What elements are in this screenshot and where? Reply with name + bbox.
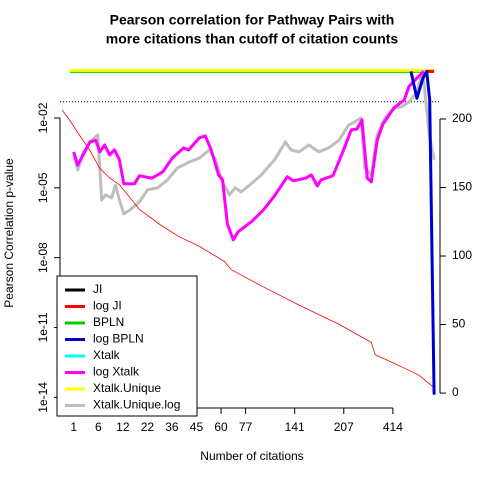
y2-tick-label: 200 [452, 111, 472, 125]
y2-tick-label: 150 [452, 180, 472, 194]
y2-tick-label: 0 [452, 385, 459, 399]
x-tick-label: 414 [383, 420, 403, 434]
y-tick-label: 1e-11 [36, 312, 50, 342]
x-tick-label: 45 [190, 420, 204, 434]
x-tick-label: 207 [334, 420, 354, 434]
series-line [409, 69, 436, 395]
legend-label: BPLN [93, 315, 124, 329]
y2-tick-label: 100 [452, 248, 472, 262]
legend-box [56, 275, 198, 417]
x-tick-label: 36 [165, 420, 179, 434]
series-line [61, 109, 435, 388]
legend-label: log JI [93, 299, 122, 313]
y-tick-label: 1e-02 [36, 102, 50, 133]
x-tick-label: 1 [70, 420, 77, 434]
y-tick-label: 1e-08 [36, 242, 50, 273]
x-tick-label: 22 [141, 420, 155, 434]
y-axis-label: Pearson Correlation p-value [2, 158, 16, 308]
chart-title: more citations than cutoff of citation c… [106, 31, 399, 47]
y-tick-label: 1e-05 [36, 172, 50, 203]
series-line [72, 69, 436, 216]
legend-label: log Xtalk [93, 365, 140, 379]
series-line [72, 70, 425, 242]
x-tick-label: 12 [116, 420, 130, 434]
chart-title: Pearson correlation for Pathway Pairs wi… [110, 12, 395, 28]
x-tick-label: 141 [285, 420, 305, 434]
x-axis-label: Number of citations [200, 449, 303, 463]
x-tick-label: 77 [239, 420, 253, 434]
legend-label: Xtalk.Unique [93, 381, 161, 395]
legend-label: log BPLN [93, 332, 144, 346]
legend-label: JI [93, 282, 102, 296]
legend-label: Xtalk [93, 348, 121, 362]
x-tick-label: 60 [214, 420, 228, 434]
x-tick-label: 6 [95, 420, 102, 434]
y2-tick-label: 50 [452, 317, 466, 331]
legend-label: Xtalk.Unique.log [93, 398, 180, 412]
y-tick-label: 1e-14 [36, 382, 50, 413]
